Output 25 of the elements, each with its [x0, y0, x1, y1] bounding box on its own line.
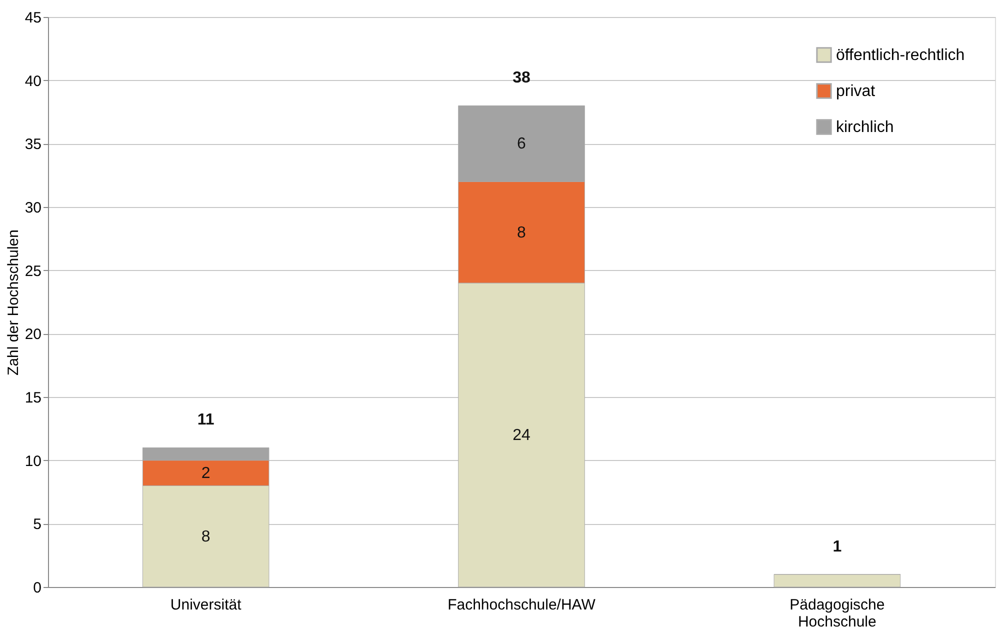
data-label: 2: [201, 465, 210, 482]
x-tick-label: Pädagogische Hochschule: [790, 596, 885, 630]
x-tick-label: Fachhochschule/HAW: [448, 596, 596, 614]
y-tick-label: 25: [24, 262, 42, 280]
y-tick-label: 40: [24, 72, 42, 90]
y-tick-label: 15: [24, 390, 42, 406]
y-tick-label: 20: [24, 326, 42, 344]
data-label: 8: [201, 528, 210, 546]
y-axis-title: Zahl der Hochschulen: [4, 230, 22, 376]
legend-label: privat: [836, 83, 876, 100]
total-label: 38: [512, 70, 530, 87]
x-tick-label: Universität: [170, 596, 242, 614]
data-label: 24: [512, 427, 530, 444]
total-label: 1: [832, 538, 842, 556]
total-label: 11: [197, 412, 214, 429]
y-tick-label: 45: [24, 10, 42, 26]
y-tick-label: 30: [24, 200, 42, 216]
y-tick-label: 35: [24, 136, 42, 154]
legend-label: öffentlich-rechtlich: [836, 47, 965, 64]
data-label: 8: [517, 224, 526, 242]
y-tick-label: 10: [24, 452, 42, 470]
legend-label: kirchlich: [836, 119, 894, 136]
data-label: 6: [517, 136, 526, 153]
y-tick-label: 0: [33, 580, 42, 596]
y-tick-label: 5: [33, 516, 42, 534]
